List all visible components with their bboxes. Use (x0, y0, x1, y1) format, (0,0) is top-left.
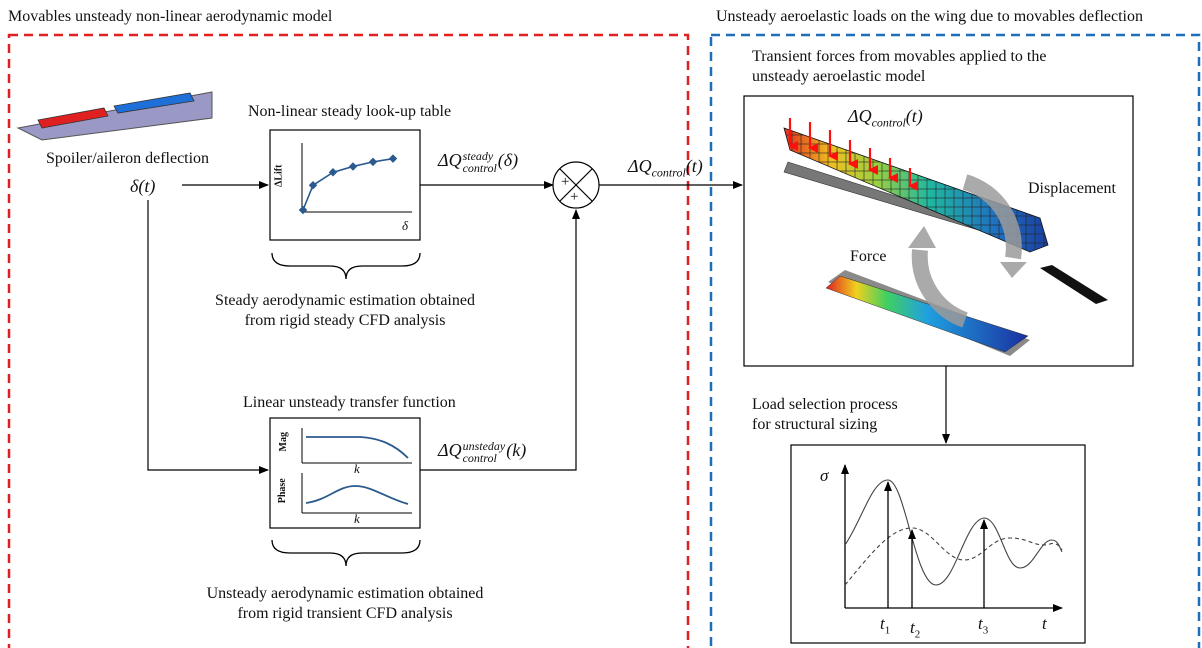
t1-label: t1 (880, 614, 890, 637)
steady-x-axis-label: δ (402, 218, 409, 233)
t1-base: t (880, 614, 885, 633)
steady-output-arg: (δ) (497, 150, 519, 171)
t2-base: t (910, 618, 915, 637)
selection-caption-1: Load selection process (752, 396, 898, 413)
cycle-arrow-lower (911, 249, 968, 328)
t2-sub: 2 (914, 628, 921, 641)
summing-junction (552, 161, 600, 209)
summing-sign-left: + (561, 174, 570, 190)
steady-output-base: ΔQ (438, 150, 462, 171)
force-distribution (825, 275, 1029, 353)
model-force-arg: (t) (905, 106, 923, 126)
input-symbol: δ(t) (130, 176, 156, 196)
model-force-label: ΔQcontrol(t) (848, 106, 923, 130)
steady-block (269, 129, 421, 241)
right-panel-title: Unsteady aeroelastic loads on the wing d… (716, 8, 1143, 25)
unsteady-brace-caption-1: Unsteady aerodynamic estimation obtained (206, 585, 484, 602)
steady-brace-caption-1: Steady aerodynamic estimation obtained (215, 292, 475, 309)
unsteady-brace (271, 539, 421, 567)
steady-point-1 (298, 205, 308, 215)
unsteady-output-sub: control (462, 451, 497, 465)
model-caption-1: Transient forces from movables applied t… (752, 48, 1047, 65)
phase-curve (305, 485, 409, 505)
steady-point-5 (368, 157, 378, 167)
wing-illustration (16, 91, 213, 141)
steady-points (298, 154, 398, 215)
magnitude-label: Mag (277, 432, 289, 452)
model-force-base: ΔQ (848, 106, 872, 126)
unsteady-output-base: ΔQ (438, 440, 462, 461)
force-label: Force (850, 248, 887, 265)
t1-sub: 1 (884, 624, 891, 637)
connector-label: ΔQcontrol(t) (628, 156, 703, 180)
force-arrows (788, 118, 918, 191)
t3-label: t3 (978, 614, 988, 637)
dashed-response-curve (844, 527, 1063, 586)
steady-point-2 (308, 181, 318, 190)
displacement-label: Displacement (1028, 180, 1116, 197)
time-axis-label: t (1042, 614, 1047, 633)
cycle-arrow-upper (962, 174, 1022, 260)
connector-label-base: ΔQ (628, 156, 652, 176)
solid-response-curve (844, 479, 1063, 586)
phase-x-axis-label: k (354, 511, 360, 526)
steady-brace (271, 252, 421, 280)
steady-output-sub: control (462, 161, 497, 175)
steady-output-sup: steady (462, 149, 494, 163)
right-panel-border (709, 33, 1201, 648)
steady-point-6 (388, 154, 398, 163)
input-label: Spoiler/aileron deflection (46, 150, 210, 167)
unsteady-output-sup: unsteday (462, 439, 506, 453)
t3-base: t (978, 614, 983, 633)
phase-label: Phase (276, 478, 288, 504)
steady-brace-caption-2: from rigid steady CFD analysis (244, 312, 446, 329)
model-caption-2: unsteady aeroelastic model (752, 68, 926, 85)
displaced-plate (1040, 265, 1108, 304)
unsteady-block-title: Linear unsteady transfer function (243, 394, 456, 411)
stress-axis-label: σ (820, 466, 829, 485)
unsteady-brace-caption-2: from rigid transient CFD analysis (237, 605, 453, 622)
magnitude-x-axis-label: k (354, 461, 360, 476)
magnitude-curve (306, 436, 409, 459)
summing-sign-bottom: + (570, 189, 579, 205)
connector-label-sub: control (651, 165, 686, 180)
unsteady-output-arg: (k) (506, 440, 527, 461)
model-force-sub: control (871, 115, 906, 130)
unsteady-block (269, 417, 421, 529)
left-panel-border (7, 33, 690, 648)
t3-sub: 3 (982, 624, 989, 637)
left-panel-title: Movables unsteady non-linear aerodynamic… (8, 8, 333, 25)
connector-label-arg: (t) (685, 156, 703, 176)
selection-caption-2: for structural sizing (752, 416, 878, 433)
steady-point-3 (328, 168, 338, 177)
unsteady-output-label: ΔQ unsteday control (k) (438, 440, 526, 464)
steady-output-label: ΔQ steady control (δ) (438, 150, 518, 174)
t2-label: t2 (910, 618, 920, 641)
steady-point-4 (348, 162, 358, 171)
steady-block-title: Non-linear steady look-up table (248, 103, 452, 120)
steady-y-axis-label: ΔLift (273, 164, 285, 187)
